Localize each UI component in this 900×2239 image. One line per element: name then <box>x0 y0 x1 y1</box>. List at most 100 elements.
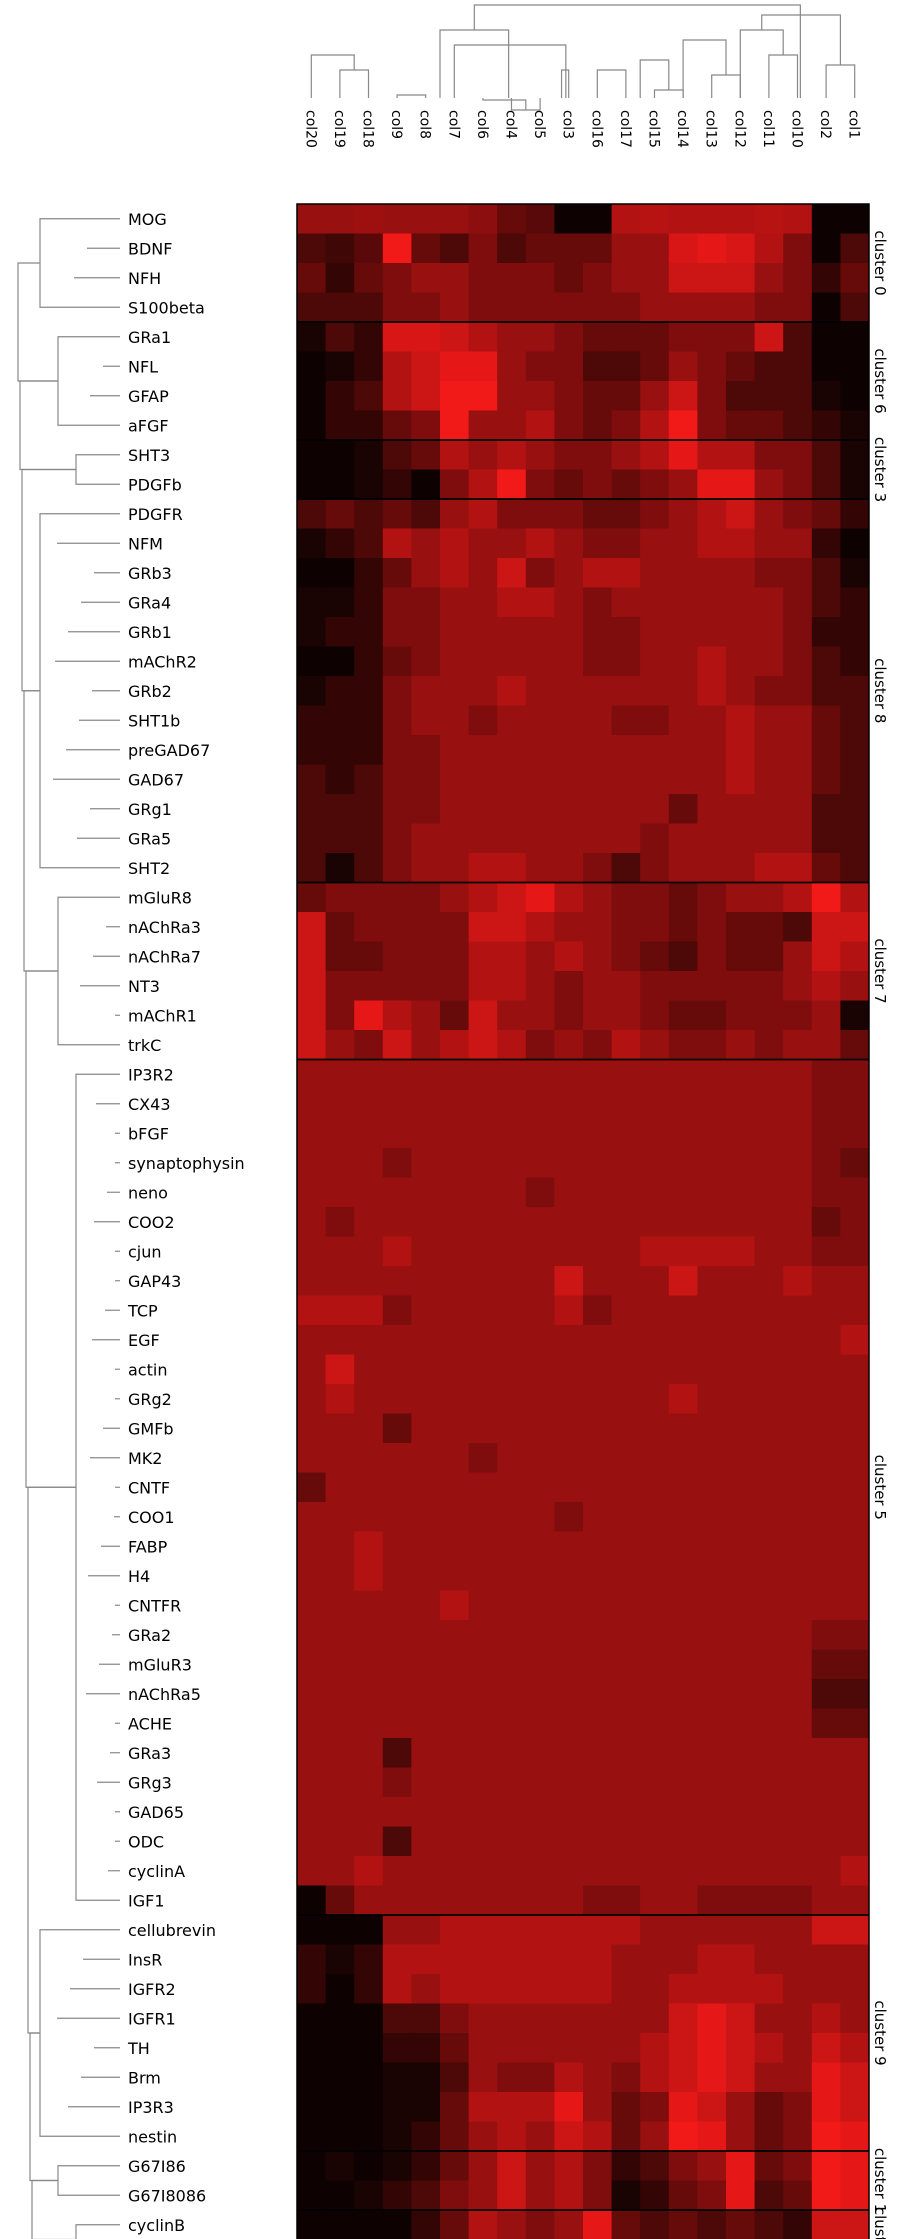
heatmap-cell <box>583 1089 613 1119</box>
heatmap-cell <box>783 676 813 706</box>
heatmap-cell <box>754 558 784 588</box>
heatmap-cell <box>440 263 470 293</box>
heatmap-cell <box>325 587 355 618</box>
heatmap-cell <box>640 2151 670 2181</box>
heatmap-cell <box>382 2121 412 2152</box>
heatmap-cell <box>525 705 555 736</box>
heatmap-cell <box>726 1384 756 1414</box>
heatmap-cell <box>754 1531 784 1562</box>
heatmap-cell <box>440 1767 470 1798</box>
heatmap-cell <box>440 1207 470 1237</box>
heatmap-cell <box>325 1738 355 1768</box>
row-label: GRa5 <box>128 829 171 848</box>
heatmap-cell <box>297 646 327 677</box>
heatmap-cell <box>468 764 498 795</box>
heatmap-cell <box>382 2062 412 2093</box>
cluster-label: cluster 0 <box>871 230 889 295</box>
heatmap-cell <box>726 2092 756 2122</box>
heatmap-cell <box>554 469 584 500</box>
heatmap-cell <box>840 1590 870 1621</box>
heatmap-cell <box>611 794 641 824</box>
heatmap-cell <box>497 499 527 529</box>
heatmap-cell <box>468 1325 498 1355</box>
heatmap-cell <box>697 1738 727 1768</box>
heatmap-cell <box>497 440 527 470</box>
heatmap-cell <box>468 2003 498 2034</box>
heatmap-cell <box>611 1649 641 1680</box>
heatmap-cell <box>583 764 613 795</box>
heatmap-cell <box>697 1885 727 1916</box>
heatmap-cell <box>668 410 698 441</box>
heatmap-cell <box>497 2033 527 2063</box>
heatmap-cell <box>668 1502 698 1532</box>
heatmap-cell <box>840 1679 870 1709</box>
heatmap-cell <box>468 1030 498 1060</box>
heatmap-cell <box>325 2062 355 2093</box>
heatmap-cell <box>354 204 384 234</box>
heatmap-cell <box>697 1856 727 1886</box>
heatmap-cell <box>468 1797 498 1827</box>
heatmap-cell <box>640 263 670 293</box>
heatmap-cell <box>354 2210 384 2239</box>
heatmap-cell <box>754 1354 784 1385</box>
heatmap-cell <box>440 1738 470 1768</box>
heatmap-cell <box>811 1885 841 1916</box>
column-label: col3 <box>560 110 576 139</box>
heatmap-cell <box>297 882 327 913</box>
heatmap-cell <box>697 1030 727 1060</box>
heatmap-cell <box>726 794 756 824</box>
heatmap-cell <box>525 1826 555 1857</box>
heatmap-cell <box>726 1118 756 1149</box>
heatmap-cell <box>554 971 584 1001</box>
row-label: COO1 <box>128 1508 175 1527</box>
heatmap-cell <box>525 1944 555 1975</box>
heatmap-cell <box>811 1944 841 1975</box>
heatmap-cell <box>726 764 756 795</box>
heatmap-cell <box>583 1649 613 1680</box>
heatmap-cell <box>783 1531 813 1562</box>
heatmap-cell <box>554 1649 584 1680</box>
heatmap-cell <box>354 292 384 323</box>
heatmap-cell <box>297 1502 327 1532</box>
row-label: COO2 <box>128 1213 175 1232</box>
heatmap-cell <box>811 1708 841 1739</box>
heatmap-cell <box>554 2151 584 2181</box>
heatmap-cell <box>611 2092 641 2122</box>
heatmap-cell <box>726 381 756 411</box>
heatmap-cell <box>554 941 584 972</box>
heatmap-cell <box>468 440 498 470</box>
heatmap-cell <box>554 646 584 677</box>
heatmap-cell <box>611 912 641 942</box>
heatmap-cell <box>354 794 384 824</box>
heatmap-cell <box>583 2062 613 2093</box>
column-label: col12 <box>731 110 747 148</box>
heatmap-cell <box>497 1059 527 1090</box>
heatmap-cell <box>811 912 841 942</box>
heatmap-cell <box>468 292 498 323</box>
heatmap-cell <box>697 1266 727 1296</box>
heatmap-cell <box>354 705 384 736</box>
heatmap-cell <box>354 1797 384 1827</box>
heatmap-cell <box>497 646 527 677</box>
column-dendrogram <box>310 4 856 111</box>
heatmap-cell <box>354 1649 384 1680</box>
column-label: col14 <box>674 110 690 148</box>
heatmap-cell <box>840 558 870 588</box>
heatmap-cell <box>497 617 527 647</box>
heatmap-cell <box>783 499 813 529</box>
heatmap-cell <box>840 1472 870 1503</box>
column-label: col11 <box>760 110 776 148</box>
heatmap-cell <box>525 2003 555 2034</box>
heatmap-cell <box>783 1620 813 1650</box>
heatmap-cell <box>583 2180 613 2211</box>
heatmap-cell <box>325 351 355 382</box>
heatmap-cell <box>754 322 784 352</box>
heatmap-cell <box>382 2210 412 2239</box>
heatmap-cell <box>440 1974 470 2004</box>
heatmap-cell <box>611 1708 641 1739</box>
heatmap-cell <box>297 1266 327 1296</box>
heatmap-cell <box>354 823 384 854</box>
row-label: GAD65 <box>128 1803 184 1822</box>
heatmap-cell <box>640 646 670 677</box>
heatmap-cell <box>726 1325 756 1355</box>
